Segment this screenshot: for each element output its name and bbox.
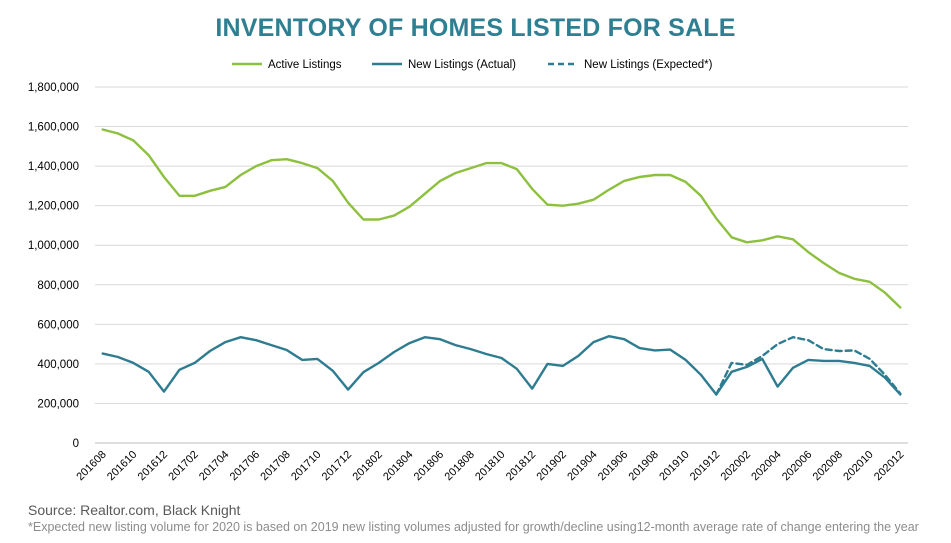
legend-label: New Listings (Expected*) [584, 59, 713, 71]
footnote: *Expected new listing volume for 2020 is… [28, 520, 919, 534]
x-tick-label: 201612 [136, 449, 170, 483]
y-axis: 0 200,000 400,000 600,000 800,000 1,000,000 1,… [28, 82, 79, 450]
x-tick-label: 202004 [749, 449, 783, 483]
x-tick-label: 202006 [780, 449, 814, 483]
x-tick-label: 202002 [719, 449, 753, 483]
x-tick-label: 202010 [841, 449, 875, 483]
x-tick-label: 201812 [504, 449, 538, 483]
x-tick-label: 202008 [811, 449, 845, 483]
x-tick-label: 201910 [657, 449, 691, 483]
gridlines [95, 86, 908, 444]
y-tick-label: 600,000 [37, 319, 79, 331]
x-tick-label: 201906 [596, 449, 630, 483]
series-line-new-listings-actual [101, 335, 902, 396]
y-tick-label: 0 [73, 438, 79, 450]
series-line-active-listings [101, 128, 902, 309]
y-tick-label: 1,800,000 [28, 82, 79, 94]
x-tick-label: 201710 [289, 449, 323, 483]
x-tick-label: 201704 [197, 449, 231, 483]
x-tick-label: 201706 [228, 449, 262, 483]
x-tick-label: 201712 [320, 449, 354, 483]
x-tick-label: 201912 [688, 449, 722, 483]
x-tick-label: 201608 [74, 449, 108, 483]
x-tick-label: 201702 [166, 449, 200, 483]
x-tick-label: 201708 [258, 449, 292, 483]
x-tick-label: 201610 [105, 449, 139, 483]
x-tick-label: 201908 [627, 449, 661, 483]
legend-label: New Listings (Actual) [408, 59, 516, 71]
x-axis: 2016082016102016122017022017042017062017… [74, 449, 906, 483]
x-tick-label: 201802 [350, 449, 384, 483]
x-tick-label: 202012 [872, 449, 906, 483]
source-note: Source: Realtor.com, Black Knight [28, 502, 241, 518]
x-tick-label: 201904 [565, 449, 599, 483]
y-tick-label: 1,000,000 [28, 240, 79, 252]
chart-title: INVENTORY OF HOMES LISTED FOR SALE [215, 14, 736, 42]
series-lines [101, 128, 902, 396]
y-tick-label: 1,600,000 [28, 122, 79, 134]
y-tick-label: 800,000 [37, 280, 79, 292]
series-line-new-listings-expected [715, 336, 902, 396]
y-tick-label: 400,000 [37, 359, 79, 371]
x-tick-label: 201902 [535, 449, 569, 483]
x-tick-label: 201806 [412, 449, 446, 483]
x-tick-label: 201810 [473, 449, 507, 483]
y-tick-label: 1,400,000 [28, 161, 79, 173]
y-tick-label: 200,000 [37, 398, 79, 410]
x-tick-label: 201804 [381, 449, 415, 483]
legend: Active Listings New Listings (Actual) New … [232, 59, 713, 71]
y-tick-label: 1,200,000 [28, 201, 79, 213]
x-tick-label: 201808 [442, 449, 476, 483]
legend-label: Active Listings [268, 59, 342, 71]
